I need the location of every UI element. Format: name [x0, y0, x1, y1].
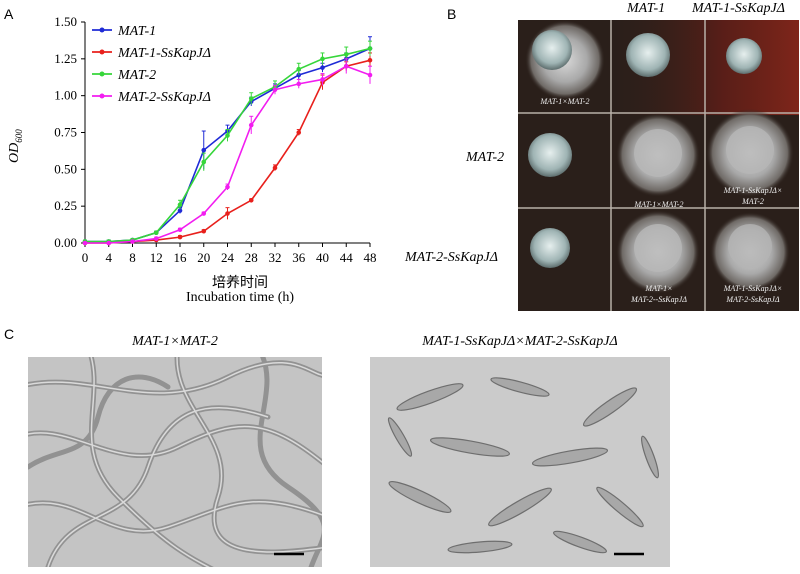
legend-marker: [99, 93, 105, 99]
y-tick-label: 0.00: [54, 235, 77, 250]
colony-core: [634, 129, 682, 177]
plate-photos: [518, 20, 799, 311]
legend-marker: [99, 27, 105, 33]
data-point: [248, 96, 254, 101]
y-tick-label: 1.25: [54, 51, 77, 66]
x-tick-label: 16: [174, 250, 188, 265]
cell-label-r0c0: MAT-1×MAT-2: [540, 97, 590, 106]
cell-label-r1c1: MAT-1×MAT-2: [634, 200, 684, 209]
data-point: [201, 211, 207, 216]
row-header-mat2: MAT-2: [466, 150, 505, 165]
data-point: [153, 230, 159, 235]
data-point: [320, 56, 325, 62]
legend-marker: [99, 49, 105, 55]
data-point: [177, 227, 183, 233]
legend-label: MAT-2: [117, 68, 156, 83]
y-tick-label: 0.75: [54, 125, 77, 140]
data-point: [296, 66, 302, 72]
colony-core: [626, 33, 670, 77]
cell-label-r2c2: MAT-1-SsKapJΔ× MAT-2-SsKapJΔ: [723, 284, 783, 304]
y-tick-label: 1.50: [54, 14, 77, 29]
x-tick-label: 28: [245, 250, 258, 265]
data-point: [201, 159, 207, 165]
data-point: [130, 239, 135, 244]
x-tick-label: 36: [292, 250, 306, 265]
panel-letter-c: C: [4, 326, 15, 342]
data-point: [320, 77, 325, 82]
colony-core: [634, 224, 682, 272]
x-tick-label: 40: [316, 250, 329, 265]
data-point: [343, 63, 349, 69]
data-point: [177, 234, 183, 240]
x-axis-label-en: Incubation time (h): [185, 290, 295, 305]
x-axis-label-cn: 培养时间: [212, 275, 268, 291]
data-point: [201, 147, 207, 153]
data-point: [320, 65, 325, 70]
data-point: [106, 240, 112, 246]
data-point: [296, 81, 302, 87]
y-tick-label: 0.25: [54, 198, 77, 213]
data-point: [367, 72, 373, 78]
growth-curve-chart: 0.000.250.500.751.001.251.500 4 8 12 16 20 24 2…: [54, 14, 377, 265]
x-tick-label: 0: [82, 250, 89, 265]
data-point: [367, 58, 373, 63]
data-point: [225, 184, 230, 190]
x-tick-label: 8: [129, 250, 136, 265]
cell-label-r1c2: MAT-1-SsKapJΔ× MAT-2: [723, 186, 783, 206]
data-point: [248, 122, 254, 128]
x-tick-label: 44: [340, 250, 354, 265]
legend-label: MAT-2-SsKapJΔ: [117, 90, 211, 105]
y-axis-label: OD600: [7, 129, 24, 163]
micrograph-left: [28, 357, 322, 567]
panel-letter-b: B: [447, 6, 457, 22]
spindle-cells-image: [370, 357, 670, 567]
legend-label: MAT-1-SsKapJΔ: [117, 46, 211, 61]
data-point: [225, 133, 230, 138]
row-header-mat2-kapj: MAT-2-SsKapJΔ: [405, 250, 498, 265]
colony-core: [530, 228, 570, 268]
plate-photo-grid: MAT-1×MAT-2 MAT-1×MAT-2 MAT-1-SsKapJΔ× M…: [518, 20, 799, 311]
x-tick-label: 12: [150, 250, 163, 265]
legend-label: MAT-1: [117, 24, 156, 39]
data-point: [343, 52, 349, 57]
x-tick-label: 4: [106, 250, 113, 265]
x-tick-label: 32: [269, 250, 282, 265]
col-header-mat1: MAT-1: [627, 1, 666, 16]
x-tick-label: 48: [364, 250, 377, 265]
data-point: [367, 46, 373, 51]
micrograph-title-left: MAT-1×MAT-2: [132, 334, 218, 349]
micrograph-right: [370, 357, 670, 567]
data-point: [177, 208, 183, 213]
data-point: [272, 87, 278, 93]
data-point: [82, 240, 88, 246]
col-header-mat1-kapj: MAT-1-SsKapJΔ: [692, 1, 785, 16]
data-point: [177, 202, 183, 207]
colony-core: [726, 126, 774, 174]
hyphae-image: [28, 357, 322, 567]
x-tick-label: 24: [221, 250, 235, 265]
colony-core: [528, 133, 572, 177]
colony-core: [532, 30, 572, 70]
data-point: [153, 236, 159, 241]
data-point: [296, 130, 302, 135]
data-point: [201, 228, 207, 234]
legend-marker: [99, 71, 105, 77]
data-point: [272, 165, 278, 171]
data-point: [225, 211, 230, 216]
x-tick-label: 20: [197, 250, 210, 265]
colony-core: [726, 38, 762, 74]
cell-label-r2c1: MAT-1× MAT-2--SsKapJΔ: [631, 284, 687, 304]
data-point: [248, 197, 254, 203]
colony-core: [728, 224, 772, 268]
y-tick-label: 1.00: [54, 88, 77, 103]
panel-letter-a: A: [4, 6, 14, 22]
micrograph-title-right: MAT-1-SsKapJΔ×MAT-2-SsKapJΔ: [422, 334, 618, 349]
y-tick-label: 0.50: [54, 161, 77, 176]
